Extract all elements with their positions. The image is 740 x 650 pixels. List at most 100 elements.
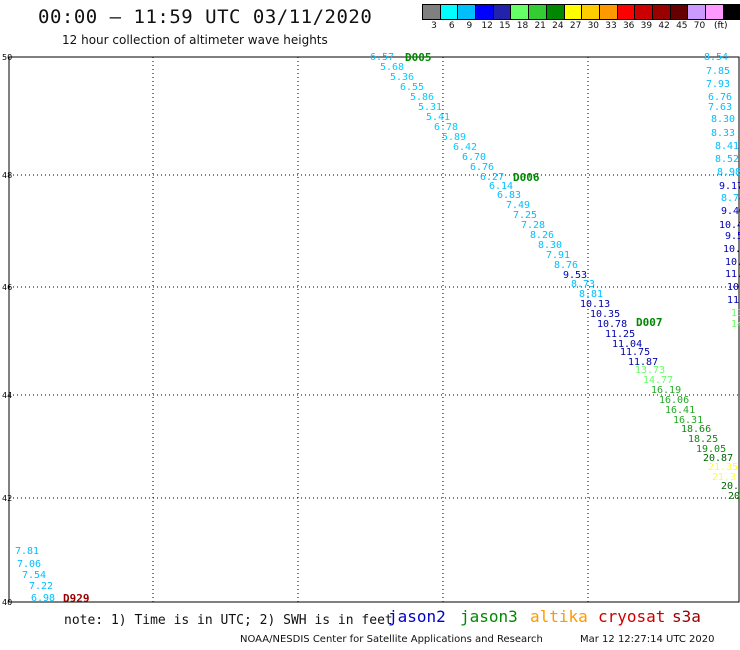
wave-height-value: 18.66 <box>681 424 711 435</box>
satellite-legend-item: jason2 <box>388 607 446 626</box>
latitude-label: 44 <box>2 391 12 400</box>
wave-height-value: 6.76 <box>708 92 732 103</box>
color-swatch <box>476 5 494 19</box>
wave-height-value: 7.85 <box>706 66 730 77</box>
wave-height-value: 18.25 <box>688 434 718 445</box>
color-legend-label: 24 <box>552 21 564 31</box>
color-swatch <box>582 5 600 19</box>
color-swatch <box>652 5 671 19</box>
wave-height-value: 7.28 <box>521 220 545 231</box>
color-legend-label: 27 <box>569 21 582 31</box>
wave-height-value: 7.81 <box>15 546 39 557</box>
wave-height-value: 9.53 <box>563 270 587 281</box>
page-subtitle: 12 hour collection of altimeter wave hei… <box>62 33 328 47</box>
wave-height-value: 5.31 <box>418 102 442 113</box>
color-legend-label: 18 <box>516 21 529 31</box>
color-swatch <box>511 5 530 19</box>
wave-height-value: 10. <box>725 257 740 268</box>
color-swatch <box>706 5 724 19</box>
color-legend-label: 33 <box>605 21 617 31</box>
wave-height-value: 7.54 <box>22 570 46 581</box>
wave-height-value: 6.98 <box>31 593 55 604</box>
color-legend-label: 30 <box>587 21 600 31</box>
color-legend-unit: (ft) <box>714 21 728 31</box>
wave-height-value: 21.3 <box>712 472 736 483</box>
satellite-legend-item: altika <box>530 607 588 626</box>
wave-height-value: 16.06 <box>659 395 689 406</box>
wave-height-value: 7.25 <box>513 210 537 221</box>
wave-height-value: 8.30 <box>711 114 735 125</box>
credit-text: NOAA/NESDIS Center for Satellite Applica… <box>240 634 543 645</box>
wave-height-value: 13.73 <box>635 365 665 376</box>
wave-height-map: 504846444240-180-177-174-171-168-166.575… <box>2 51 740 605</box>
color-swatch <box>723 5 740 19</box>
latitude-label: 50 <box>2 53 12 62</box>
wave-height-value: 10.35 <box>590 309 620 320</box>
wave-height-value: 5.36 <box>390 72 414 83</box>
wave-height-value: 10 <box>727 282 739 293</box>
color-swatch <box>440 5 459 19</box>
satellite-legend-item: cryosat <box>598 607 666 626</box>
wave-height-value: 6.83 <box>497 190 521 201</box>
pass-number-label: D005 <box>405 51 432 64</box>
wave-height-value: 14 <box>731 319 740 330</box>
wave-height-value: 7.91 <box>546 250 570 261</box>
color-legend-label: 21 <box>534 21 546 31</box>
page-title: 00:00 — 11:59 UTC 03/11/2020 <box>38 6 373 28</box>
color-swatch <box>423 5 441 19</box>
wave-height-value: 11. <box>725 269 740 280</box>
wave-height-value: 6.42 <box>453 142 477 153</box>
wave-height-value: 16.31 <box>673 415 703 426</box>
color-legend-label: 39 <box>640 21 653 31</box>
wave-height-value: 8.33 <box>711 128 735 139</box>
satellite-legend-item: jason3 <box>460 607 518 626</box>
wave-height-value: 6.78 <box>434 122 458 133</box>
latitude-label: 46 <box>2 283 12 292</box>
wave-height-value: 9.5 <box>725 231 740 242</box>
latitude-label: 42 <box>2 494 12 503</box>
color-swatch <box>670 5 689 19</box>
wave-height-value: 8.74 <box>721 193 740 204</box>
wave-height-value: 13 <box>731 308 740 319</box>
color-swatch <box>599 5 618 19</box>
wave-height-value: 5.86 <box>410 92 434 103</box>
pass-number-label: D006 <box>513 171 540 184</box>
wave-height-value: 8.98 <box>717 167 740 178</box>
wave-height-value: 20.87 <box>703 453 733 464</box>
wave-height-value: 16.41 <box>665 405 695 416</box>
color-swatch <box>635 5 653 19</box>
color-legend-label: 12 <box>481 21 493 31</box>
color-legend-label: 45 <box>676 21 688 31</box>
wave-height-value: 11.04 <box>612 339 642 350</box>
wave-height-value: 10.13 <box>580 299 610 310</box>
wave-height-value: 7.93 <box>706 79 730 90</box>
color-legend-label: 36 <box>622 21 635 31</box>
wave-height-value: 14.77 <box>643 375 673 386</box>
wave-height-value: 11.25 <box>605 329 635 340</box>
wave-height-value: 9.40 <box>721 206 740 217</box>
latitude-label: 40 <box>2 598 12 605</box>
color-swatch <box>617 5 636 19</box>
wave-height-value: 8.54 <box>704 52 728 63</box>
timestamp: Mar 12 12:27:14 UTC 2020 <box>580 634 715 645</box>
wave-height-value: 20. <box>721 481 739 492</box>
wave-height-value: 8.41 <box>715 141 739 152</box>
wave-height-value: 5.89 <box>442 132 466 143</box>
wave-height-value: 19.05 <box>696 444 726 455</box>
wave-height-value: 8.30 <box>538 240 562 251</box>
wave-height-value: 21.35 <box>708 462 738 473</box>
color-legend-label: 9 <box>466 21 473 31</box>
wave-height-value: 6.70 <box>462 152 486 163</box>
pass-number-label: D929 <box>63 592 90 605</box>
color-swatch <box>688 5 706 19</box>
wave-height-value: 6.76 <box>470 162 494 173</box>
map-frame <box>8 56 740 603</box>
satellite-legend-item: s3a <box>672 607 701 626</box>
wave-height-value: 9.17 <box>719 181 740 192</box>
wave-height-value: 6.14 <box>489 181 513 192</box>
wave-height-value: 8.73 <box>571 279 595 290</box>
wave-height-value: 16.19 <box>651 385 681 396</box>
color-swatch <box>493 5 512 19</box>
wave-height-value: 7.06 <box>17 559 41 570</box>
color-legend-label: 15 <box>499 21 511 31</box>
